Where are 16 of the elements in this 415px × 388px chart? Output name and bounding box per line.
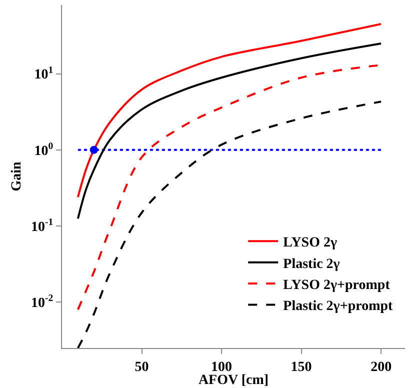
y-tick-label: 10$^{-2}$ <box>31 293 54 312</box>
y-axis-title: Gain <box>10 162 25 192</box>
x-tick-label: 50 <box>134 360 149 375</box>
legend-label: LYSO 2γ+prompt <box>283 278 390 294</box>
x-axis-title: AFOV [cm] <box>198 373 269 388</box>
x-tick-label: 150 <box>290 360 312 375</box>
y-tick-label: 10$^{1}$ <box>34 64 54 83</box>
legend-label: Plastic 2γ+prompt <box>283 299 394 314</box>
legend-label: Plastic 2γ <box>283 256 340 272</box>
line-series <box>76 23 382 198</box>
x-tick-label: 100 <box>211 360 232 375</box>
line-series <box>76 42 382 220</box>
legend-label: LYSO 2γ <box>283 236 338 251</box>
y-tick-label: 10$^{-1}$ <box>31 217 54 235</box>
x-tick-label: 200 <box>370 360 392 375</box>
y-tick-label: 10$^{0}$ <box>34 140 54 159</box>
